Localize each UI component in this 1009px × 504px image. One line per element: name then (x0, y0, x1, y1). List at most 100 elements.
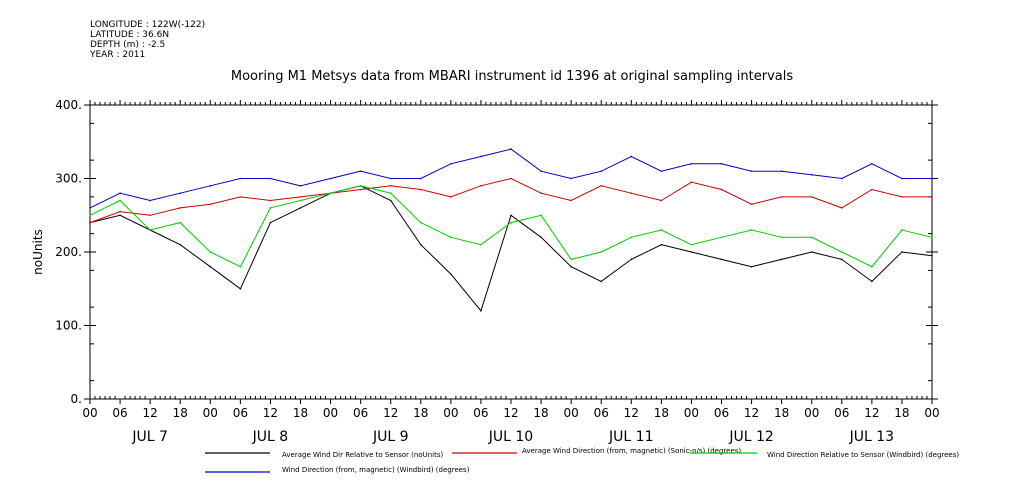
series-point-1 (600, 280, 603, 283)
x-tick-label: 12 (864, 406, 879, 420)
series-point-2 (871, 188, 873, 191)
x-tick-label: 06 (353, 406, 368, 420)
series-point-4 (871, 163, 873, 165)
series-point-3 (450, 236, 452, 239)
series-point-4 (540, 170, 542, 172)
series-point-4 (329, 177, 332, 180)
x-tick-label: 12 (744, 406, 759, 420)
series-point-4 (901, 177, 903, 180)
series-point-4 (600, 170, 603, 172)
top-minor-ticks (89, 100, 933, 105)
series-point-3 (600, 251, 603, 253)
series-point-2 (510, 177, 512, 180)
series-point-3 (329, 192, 332, 194)
x-tick-label: 00 (684, 406, 699, 420)
legend-label-3: Wind Direction Relative to Sensor (Windb… (767, 451, 959, 459)
chart-title: Mooring M1 Metsys data from MBARI instru… (231, 69, 793, 84)
series-point-2 (480, 185, 482, 187)
series-point-4 (450, 163, 452, 165)
series-point-1 (780, 258, 783, 261)
x-tick-label: 12 (624, 406, 639, 420)
series-point-1 (630, 258, 633, 261)
x-tick-label: 18 (293, 406, 308, 420)
series-point-3 (209, 251, 212, 253)
series-point-4 (931, 177, 933, 180)
legend-label-4: Wind Direction (from, magnetic) (Windbir… (282, 466, 470, 474)
series-point-3 (149, 229, 151, 231)
x-tick-label: 18 (413, 406, 428, 420)
x-day-label: JUL 11 (608, 429, 653, 445)
series-point-4 (630, 155, 633, 158)
series-point-4 (149, 199, 151, 202)
x-tick-label: 12 (383, 406, 398, 420)
series-point-2 (600, 185, 603, 187)
series-point-1 (119, 214, 121, 217)
series-point-2 (690, 181, 693, 183)
metadata-block: LONGITUDE : 122W(-122) LATITUDE : 36.6N … (90, 20, 205, 60)
series-point-3 (119, 199, 121, 202)
series-point-2 (720, 188, 723, 191)
series-point-4 (480, 155, 482, 158)
x-tick-label: 06 (834, 406, 849, 420)
series-point-3 (780, 236, 783, 239)
series-point-2 (119, 210, 121, 213)
series-point-1 (510, 214, 512, 217)
legend: Average Wind Dir Relative to Sensor (noU… (205, 447, 959, 474)
series-point-1 (660, 243, 663, 246)
x-tick-label: 06 (233, 406, 248, 420)
series-point-4 (209, 185, 212, 187)
x-day-label: JUL 9 (372, 429, 409, 445)
series-point-2 (299, 196, 302, 198)
series-point-1 (720, 258, 723, 261)
series-point-4 (810, 174, 813, 176)
series-point-1 (750, 265, 753, 268)
x-day-label: JUL 12 (728, 429, 773, 445)
series-point-4 (419, 177, 422, 180)
x-day-label: JUL 13 (849, 429, 894, 445)
series-point-3 (871, 265, 873, 268)
series-point-2 (419, 188, 422, 191)
series-point-4 (570, 177, 572, 180)
series-point-3 (299, 199, 302, 202)
series-point-2 (540, 192, 542, 194)
series-point-1 (419, 243, 422, 246)
x-tick-label: 06 (594, 406, 609, 420)
series-point-3 (570, 258, 572, 261)
series-point-4 (119, 192, 121, 194)
series-point-2 (209, 203, 212, 206)
x-tick-label: 12 (503, 406, 518, 420)
series-point-2 (389, 185, 392, 187)
series-point-4 (239, 177, 242, 180)
series-point-3 (359, 185, 362, 187)
series-point-1 (840, 258, 843, 261)
legend-label-2: Average Wind Direction (from, magnetic) … (522, 447, 741, 455)
series-line-1 (89, 185, 933, 312)
series-point-1 (871, 280, 873, 283)
series-point-1 (901, 251, 903, 253)
series-layer (89, 148, 933, 312)
series-point-3 (480, 243, 482, 246)
y-tick-label: 200. (55, 245, 82, 259)
series-point-1 (570, 265, 572, 268)
series-point-1 (269, 221, 272, 224)
x-tick-label: 18 (533, 406, 548, 420)
y-axis-label: noUnits (31, 229, 45, 275)
x-tick-label: 12 (143, 406, 158, 420)
series-point-2 (901, 196, 903, 198)
series-point-3 (630, 236, 633, 239)
series-point-1 (239, 287, 242, 290)
y-tick-label: 300. (55, 172, 82, 186)
y-tick-label: 400. (55, 98, 82, 112)
series-point-3 (510, 221, 512, 224)
series-point-1 (540, 236, 542, 239)
series-point-2 (780, 196, 783, 198)
x-tick-label: 06 (714, 406, 729, 420)
series-point-2 (450, 196, 452, 198)
series-point-3 (540, 214, 542, 217)
series-point-4 (840, 177, 843, 180)
series-line-3 (89, 185, 933, 268)
legend-label-1: Average Wind Dir Relative to Sensor (noU… (282, 451, 443, 459)
series-point-2 (660, 199, 663, 202)
series-point-2 (630, 192, 633, 194)
